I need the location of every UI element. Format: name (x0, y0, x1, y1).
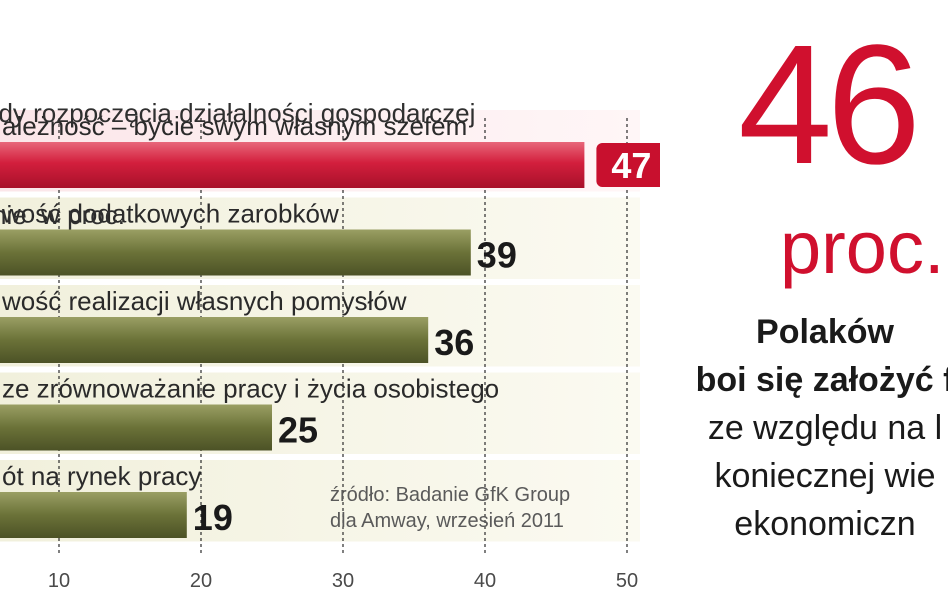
data-label: 47 (611, 145, 651, 186)
category-label: ót na rynek pracy (2, 461, 201, 491)
caption-line-5: ekonomiczn (734, 505, 916, 543)
highlight-panel: 46 proc. Polaków boi się założyć f ze wz… (680, 0, 948, 593)
chart-title-line-2: nie w proc. (0, 200, 125, 230)
caption-line-2: boi się założyć f (695, 361, 948, 399)
data-label: 39 (477, 235, 517, 276)
caption-line-1: Polaków (756, 313, 894, 351)
chart-area: ależność – bycie swym własnym szefem wość… (0, 28, 660, 592)
x-tick-label: 30 (332, 570, 354, 592)
data-label: 25 (278, 410, 318, 451)
bar (0, 404, 272, 451)
caption-line-4: koniecznej wie (714, 457, 936, 495)
x-tick-label: 50 (616, 570, 638, 592)
value-badge (596, 143, 660, 187)
bar (0, 229, 471, 276)
bar (0, 492, 187, 538)
x-tick-label: 40 (474, 570, 496, 592)
data-label: 19 (193, 497, 233, 538)
category-label: wość dodatkowych zarobków (1, 199, 339, 229)
source-note: źródło: Badanie GfK Group dla Amway, wrz… (330, 482, 570, 534)
category-label: ależność – bycie swym własnym szefem (2, 111, 467, 141)
source-line-1: źródło: Badanie GfK Group (330, 484, 571, 506)
bar (0, 317, 429, 363)
caption-line-3: ze względu na l (707, 409, 943, 447)
bar-chart: ależność – bycie swym własnym szefem wość… (0, 110, 660, 592)
x-tick-label: 10 (48, 570, 70, 592)
x-tick-label: 20 (190, 570, 212, 592)
category-label: ze zrównoważanie pracy i życia osobisteg… (2, 374, 499, 404)
data-label: 36 (434, 322, 474, 363)
category-label: wość realizacji własnych pomysłów (1, 286, 407, 316)
highlight-unit: proc. (780, 206, 945, 289)
source-line-2: dla Amway, wrzesień 2011 (330, 510, 564, 532)
chart-title-line-1: ody rozpoczęcia działalności gospodarcze… (0, 98, 476, 128)
bar (0, 142, 585, 188)
highlight-caption: Polaków boi się założyć f ze względu na … (680, 308, 948, 548)
highlight-number: 46 (738, 10, 921, 200)
chart-header: ody rozpoczęcia działalności gospodarcze… (0, 28, 640, 300)
